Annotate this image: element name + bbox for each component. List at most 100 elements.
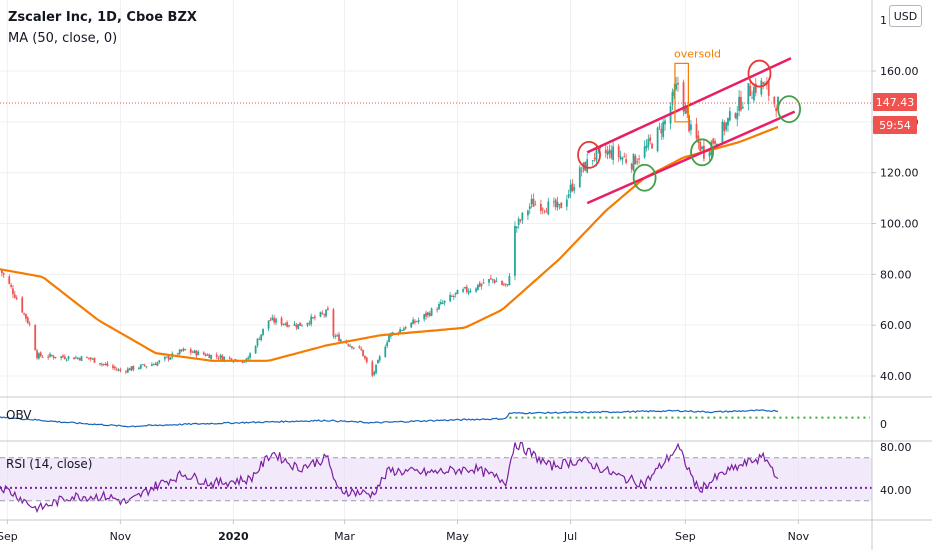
candle-body (325, 309, 327, 317)
candle-body (38, 353, 40, 359)
candle-body (412, 319, 414, 325)
candle-body (701, 146, 703, 150)
candle-body (480, 284, 483, 286)
candle-body (539, 203, 542, 211)
candle-body (478, 282, 481, 287)
candle-body (176, 353, 179, 355)
candle-body (608, 149, 611, 154)
candle-body (467, 291, 470, 294)
candle-body (465, 286, 468, 292)
candle-body (632, 153, 635, 171)
candle-body (565, 199, 568, 207)
candle-body (567, 194, 570, 198)
candle-body (552, 201, 555, 203)
candle-body (178, 349, 181, 355)
candle-body (530, 198, 533, 205)
candle-body (749, 85, 752, 96)
candle-body (358, 346, 361, 348)
candle-body (204, 354, 207, 357)
candle-body (425, 312, 427, 317)
candle-body (501, 281, 503, 285)
candle-body (139, 364, 142, 369)
candle-body (180, 349, 183, 352)
candle-body (736, 112, 739, 120)
candle-body (247, 357, 250, 360)
candle-body (508, 275, 511, 286)
candle-body (708, 152, 711, 157)
oversold-box[interactable] (674, 62, 689, 123)
candle-body (332, 309, 335, 337)
candle-body (100, 363, 103, 365)
candle-body (573, 187, 576, 191)
y-tick-label: 60.00 (880, 319, 912, 332)
candle-body (741, 106, 744, 109)
candle-body (191, 351, 194, 353)
candle-body (519, 220, 522, 222)
candle-body (699, 141, 702, 152)
candle-body (75, 357, 77, 359)
candle-body (76, 357, 79, 359)
candle-body (664, 120, 666, 125)
candle-body (723, 122, 726, 131)
candle-body (595, 147, 598, 161)
candle-body (593, 158, 596, 160)
candle-body (762, 82, 765, 84)
candle-body (621, 157, 624, 160)
candle-body (219, 355, 222, 358)
candle-body (167, 356, 170, 360)
candle-body (430, 308, 433, 316)
candle-body (438, 304, 440, 310)
ma50-line (0, 125, 779, 362)
candle-body (401, 330, 403, 332)
candle-body (63, 356, 66, 360)
candle-body (439, 302, 442, 304)
candle-body (571, 183, 574, 191)
candle-body (215, 354, 218, 357)
candle-body (13, 294, 16, 298)
price-candles (0, 76, 779, 378)
currency-button[interactable]: USD (889, 5, 922, 27)
candle-body (228, 357, 231, 359)
candle-body (338, 334, 340, 342)
candle-body (62, 355, 64, 358)
candle-body (50, 355, 53, 357)
candle-body (347, 344, 350, 346)
candle-body (591, 160, 594, 162)
candle-body (638, 158, 640, 160)
candle-body (297, 324, 300, 329)
candle-body (554, 199, 557, 208)
candle-body (578, 167, 581, 188)
candle-body (443, 300, 446, 303)
candle-body (321, 312, 324, 314)
candle-body (515, 226, 518, 229)
candle-body (378, 356, 381, 361)
candle-body (399, 329, 402, 334)
candle-body (517, 218, 520, 225)
candle-body (673, 89, 676, 96)
candle-body (712, 138, 715, 144)
candle-body (441, 303, 444, 305)
candle-body (451, 295, 453, 297)
candle-body (671, 92, 674, 105)
candle-body (130, 366, 133, 371)
candle-body (682, 82, 685, 112)
y-tick-label: 160.00 (880, 65, 919, 78)
candle-body (688, 115, 690, 132)
candle-body (132, 365, 135, 370)
channel-upper-line[interactable] (586, 57, 792, 154)
candle-body (760, 80, 763, 95)
candle-body (462, 289, 464, 292)
candle-body (386, 342, 389, 346)
candle-body (154, 363, 157, 366)
candle-body (649, 137, 652, 142)
candle-body (417, 320, 420, 322)
candle-body (39, 352, 42, 357)
candle-body (80, 356, 83, 361)
candle-body (677, 82, 679, 85)
candle-body (349, 345, 351, 347)
candle-body (528, 206, 531, 209)
candle-body (275, 318, 277, 323)
candle-body (558, 204, 561, 206)
candle-body (684, 107, 687, 114)
